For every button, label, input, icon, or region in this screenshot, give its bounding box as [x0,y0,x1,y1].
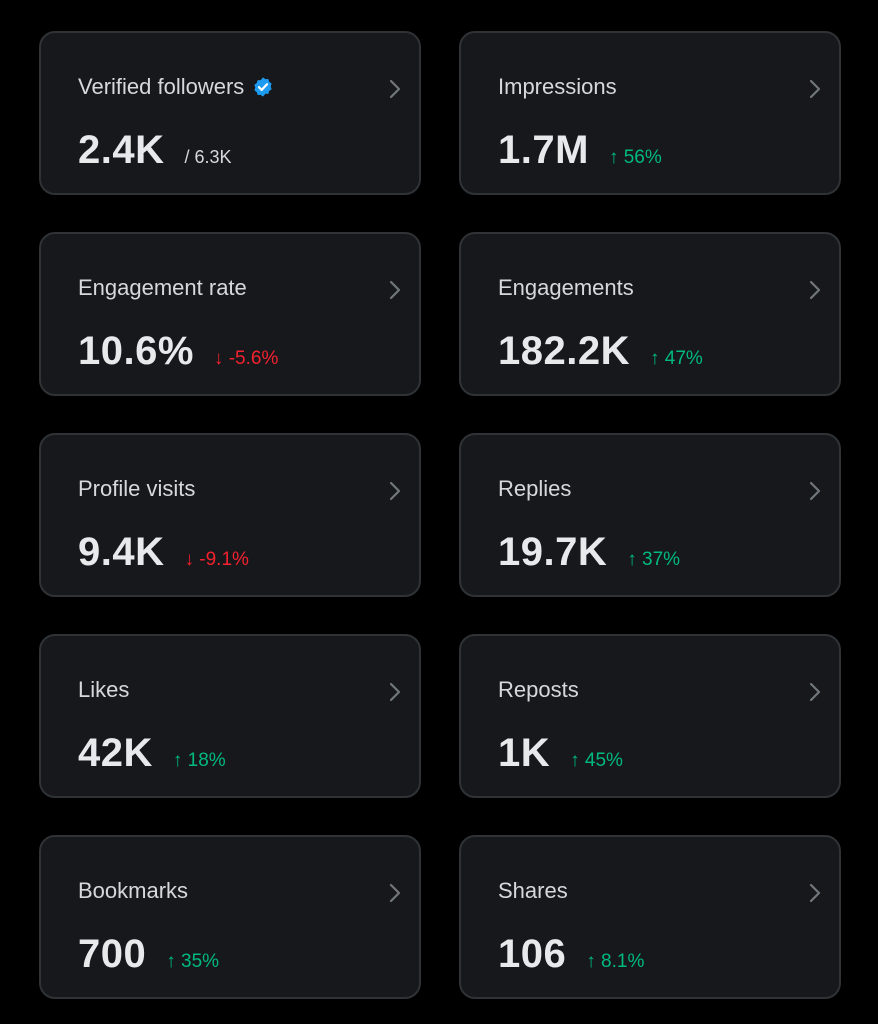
card-title-label: Bookmarks [78,878,189,903]
likes-card[interactable]: Likes 42K ↑ 18% [39,634,421,798]
card-delta: ↑ 18% [172,750,226,771]
chevron-right-icon [809,883,821,903]
card-title-label: Impressions [498,74,617,99]
card-title-label: Shares [498,878,568,903]
card-title: Replies [498,476,571,502]
card-delta: ↑ 56% [608,147,662,168]
bookmarks-card[interactable]: Bookmarks 700 ↑ 35% [39,835,421,999]
chevron-right-icon [389,79,401,99]
card-delta: ↑ 35% [166,951,220,972]
card-value-row: 42K ↑ 18% [78,731,226,776]
card-value: 700 [78,932,147,976]
card-title-label: Reposts [498,677,579,702]
card-delta: ↑ 47% [649,348,703,369]
card-value-row: 700 ↑ 35% [78,932,219,977]
shares-card[interactable]: Shares 106 ↑ 8.1% [459,835,841,999]
engagements-card[interactable]: Engagements 182.2K ↑ 47% [459,232,841,396]
verified-badge-icon [254,77,272,97]
card-value: 42K [78,731,153,775]
verified-followers-card[interactable]: Verified followers 2.4K / 6.3K [39,31,421,195]
impressions-card[interactable]: Impressions 1.7M ↑ 56% [459,31,841,195]
card-value: 106 [498,932,567,976]
chevron-right-icon [809,280,821,300]
card-delta: ↓ -9.1% [184,549,249,570]
card-title-label: Profile visits [78,476,196,501]
card-delta: ↑ 37% [627,549,681,570]
chevron-right-icon [389,481,401,501]
metrics-grid: Verified followers 2.4K / 6.3K Impressio… [39,31,841,999]
card-delta: ↓ -5.6% [213,348,279,369]
card-value: 10.6% [78,329,194,373]
card-value-row: 1.7M ↑ 56% [498,128,662,173]
card-value-row: 9.4K ↓ -9.1% [78,530,249,575]
card-title-label: Replies [498,476,572,501]
card-title-label: Engagement rate [78,275,247,300]
card-title: Shares [498,878,568,904]
card-title-label: Engagements [498,275,634,300]
chevron-right-icon [389,682,401,702]
card-subvalue: / 6.3K [184,147,232,167]
card-value: 1K [498,731,551,775]
card-title: Profile visits [78,476,195,502]
card-value: 19.7K [498,530,608,574]
card-value: 2.4K [78,128,165,172]
card-value-row: 2.4K / 6.3K [78,128,232,173]
chevron-right-icon [389,280,401,300]
card-title-label: Verified followers [78,74,245,99]
card-title: Engagement rate [78,275,247,301]
reposts-card[interactable]: Reposts 1K ↑ 45% [459,634,841,798]
engagement-rate-card[interactable]: Engagement rate 10.6% ↓ -5.6% [39,232,421,396]
card-value: 9.4K [78,530,165,574]
card-title: Impressions [498,74,617,100]
card-title: Verified followers [78,74,274,100]
card-title-label: Likes [78,677,130,702]
card-title: Bookmarks [78,878,188,904]
card-value-row: 182.2K ↑ 47% [498,329,703,374]
card-delta: ↑ 8.1% [586,951,645,972]
chevron-right-icon [809,481,821,501]
card-value-row: 1K ↑ 45% [498,731,623,776]
chevron-right-icon [389,883,401,903]
card-value: 1.7M [498,128,589,172]
chevron-right-icon [809,79,821,99]
card-title: Engagements [498,275,634,301]
chevron-right-icon [809,682,821,702]
card-value: 182.2K [498,329,630,373]
card-value-row: 106 ↑ 8.1% [498,932,644,977]
card-delta: ↑ 45% [570,750,623,771]
card-value-row: 10.6% ↓ -5.6% [78,329,278,374]
replies-card[interactable]: Replies 19.7K ↑ 37% [459,433,841,597]
card-value-row: 19.7K ↑ 37% [498,530,680,575]
card-title: Reposts [498,677,579,703]
card-title: Likes [78,677,129,703]
profile-visits-card[interactable]: Profile visits 9.4K ↓ -9.1% [39,433,421,597]
